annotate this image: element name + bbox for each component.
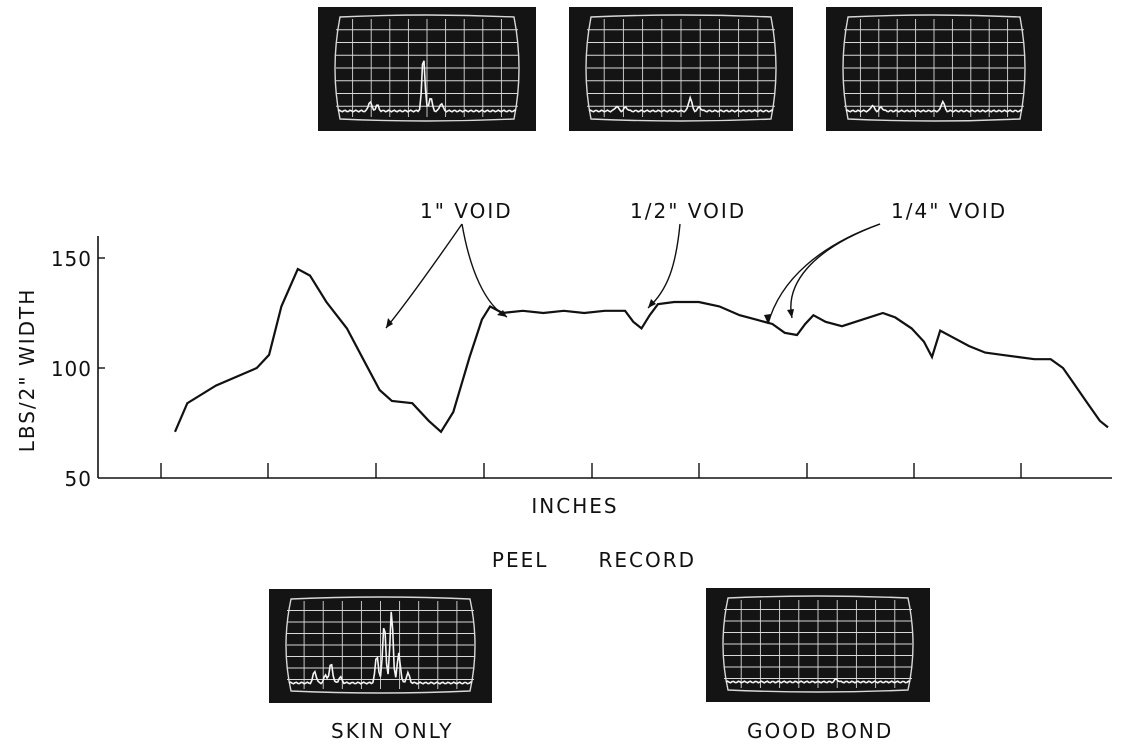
- scope-svg: [585, 14, 777, 122]
- y-tick-label-100: 100: [51, 357, 92, 381]
- chart-title: PEEL RECORD: [492, 548, 696, 572]
- arrowhead: [764, 314, 771, 324]
- arrowhead: [497, 310, 507, 317]
- arrowhead: [787, 309, 794, 318]
- oscilloscope-image-top-1: [318, 7, 536, 131]
- arrow-quarter-in-a: [767, 223, 881, 325]
- caption-good-bond: GOOD BOND: [747, 719, 894, 743]
- x-axis-label: INCHES: [531, 494, 618, 518]
- arrowheads: [386, 299, 794, 328]
- oscilloscope-image-top-2: [569, 7, 793, 131]
- y-tick-label-150: 150: [51, 247, 92, 271]
- chart-axes: [97, 236, 1112, 479]
- arrowhead: [386, 318, 393, 328]
- scope-svg: [334, 14, 520, 122]
- oscilloscope-image-good-bond: [706, 588, 930, 702]
- oscilloscope-image-skin-only: [269, 589, 492, 703]
- y-tick-label-50: 50: [65, 467, 92, 491]
- scope-svg: [842, 14, 1026, 122]
- y-tick-labels: 50 100 150: [51, 247, 92, 491]
- annotation-1in-void: 1" VOID: [420, 199, 513, 223]
- arrow-quarter-in-b: [790, 223, 881, 319]
- annotation-half-in-void: 1/2" VOID: [630, 199, 746, 223]
- annotation-quarter-in-void: 1/4" VOID: [891, 199, 1007, 223]
- arrow-1in-b: [461, 223, 508, 318]
- arrow-1in-a: [385, 223, 463, 329]
- y-axis-label: LBS/2" WIDTH: [15, 288, 39, 453]
- scope-svg: [285, 596, 476, 694]
- scope-svg: [722, 595, 914, 693]
- annotation-arrows: [385, 223, 881, 329]
- arrow-half-in: [647, 223, 681, 309]
- caption-skin-only: SKIN ONLY: [331, 719, 454, 743]
- peel-trace-line: [173, 267, 1109, 434]
- arrowhead: [648, 299, 656, 308]
- oscilloscope-image-top-3: [826, 7, 1042, 131]
